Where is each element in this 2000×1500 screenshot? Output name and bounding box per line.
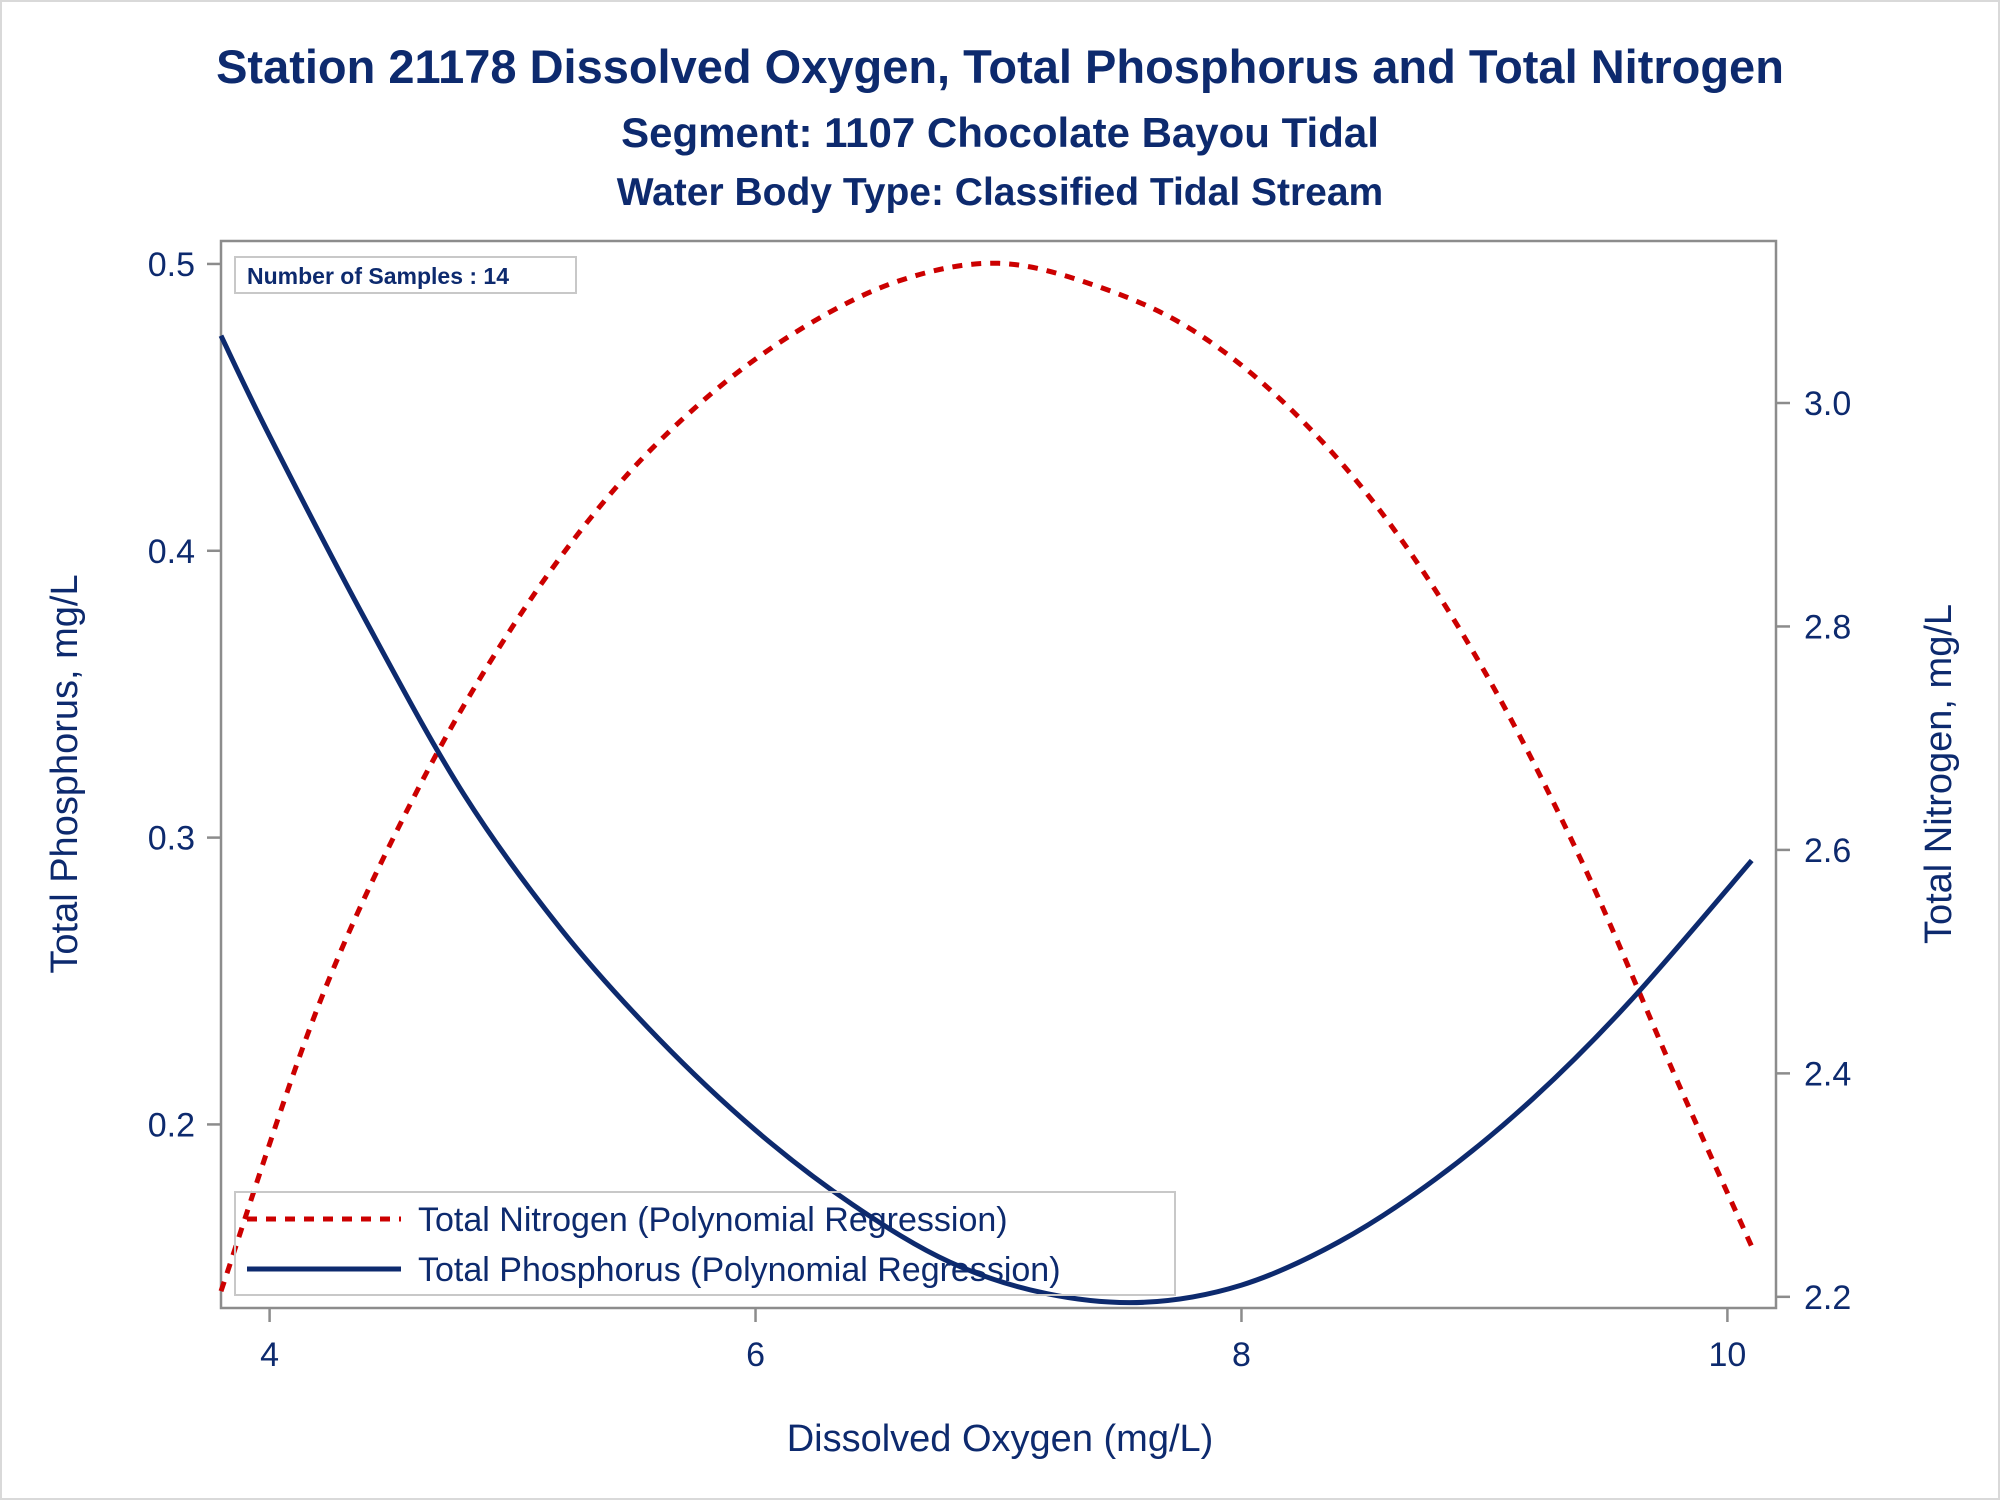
series-layer [218,260,1754,1306]
legend-label-phosphorus: Total Phosphorus (Polynomial Regression) [418,1251,1061,1289]
y-right-tick-label: 2.4 [1804,1055,1851,1093]
chart-title: Station 21178 Dissolved Oxygen, Total Ph… [216,40,1784,93]
x-tick-label: 10 [1708,1336,1746,1374]
y-axis-right-label: Total Nitrogen, mg/L [1918,604,1960,944]
legend: Total Nitrogen (Polynomial Regression) T… [234,1191,1176,1296]
x-tick-label: 8 [1232,1336,1251,1374]
annotation-text: Number of Samples : 14 [247,263,509,289]
legend-label-nitrogen: Total Nitrogen (Polynomial Regression) [418,1201,1008,1239]
y-left-tick-label: 0.4 [148,533,195,571]
y-right-tick-label: 3.0 [1804,385,1851,423]
sample-count-annotation: Number of Samples : 14 [234,256,577,294]
chart-subtitle-segment: Segment: 1107 Chocolate Bayou Tidal [621,109,1379,156]
annotation-box [234,256,577,294]
y-right-tick-label: 2.6 [1804,832,1851,870]
y-left-tick-label: 0.3 [148,820,195,858]
chart-subtitle-waterbody: Water Body Type: Classified Tidal Stream [617,171,1383,214]
legend-box [234,1191,1176,1296]
y-right-tick-label: 2.8 [1804,608,1851,646]
y-left-tick-label: 0.2 [148,1106,195,1144]
y-left-tick-label: 0.5 [148,246,195,284]
ticks-layer: 4 6 8 10 0.2 0.3 0.4 0.5 2.2 2.4 2.6 2.8 3.0 [148,246,1852,1374]
y-right-tick-label: 2.2 [1804,1279,1851,1317]
series-line-phosphorus [218,334,1754,1306]
x-axis-label: Dissolved Oxygen (mg/L) [787,1418,1214,1460]
plot-area [219,239,1778,1310]
y-axis-left-label: Total Phosphorus, mg/L [44,574,86,973]
x-tick-label: 4 [260,1336,279,1374]
series-line-nitrogen [218,260,1754,1293]
x-tick-label: 6 [746,1336,765,1374]
